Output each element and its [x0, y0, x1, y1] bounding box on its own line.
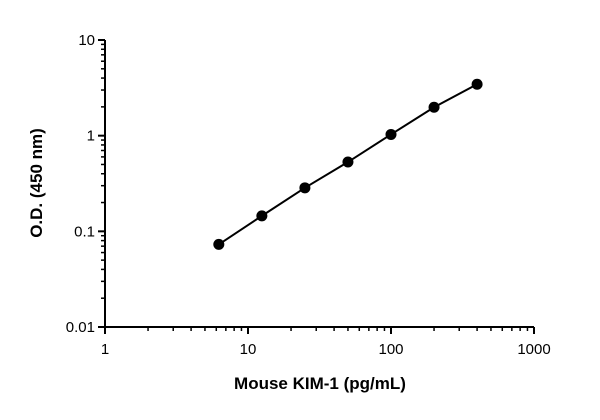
data-point [299, 182, 311, 194]
data-point [471, 78, 483, 90]
y-tick-label: 0.01 [66, 319, 95, 336]
data-marks [213, 78, 483, 250]
data-point [213, 238, 225, 250]
data-point [428, 101, 440, 113]
x-axis-label: Mouse KIM-1 (pg/mL) [234, 374, 406, 393]
y-axis-label: O.D. (450 nm) [27, 128, 46, 238]
y-tick-label: 1 [87, 128, 95, 145]
y-tick-label: 10 [78, 32, 95, 49]
data-point [385, 128, 397, 140]
y-tick-label: 0.1 [74, 223, 95, 240]
axes: 1 10 100 1000 0.01 0.1 1 10 [66, 32, 551, 358]
data-point [256, 210, 268, 222]
x-tick-label: 100 [378, 341, 403, 358]
x-tick-label: 1 [101, 341, 109, 358]
x-tick-label: 1000 [517, 341, 550, 358]
x-tick-label: 10 [240, 341, 257, 358]
data-point [342, 156, 354, 168]
